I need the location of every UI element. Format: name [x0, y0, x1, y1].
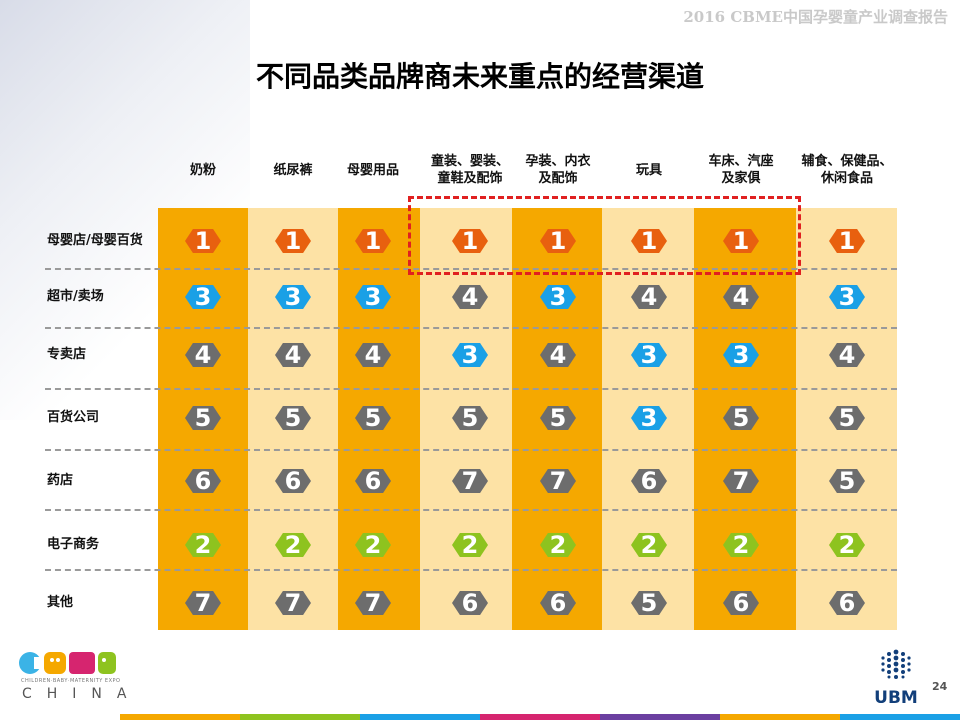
rank-badge: 6	[185, 469, 221, 493]
rank-badge: 6	[829, 591, 865, 615]
rank-badge: 4	[723, 285, 759, 309]
cbme-logo	[18, 648, 118, 682]
row-divider	[45, 509, 897, 511]
rank-badge: 3	[829, 285, 865, 309]
row-label: 母婴店/母婴百货	[47, 233, 143, 248]
rank-badge: 5	[829, 406, 865, 430]
rank-badge: 1	[631, 229, 667, 253]
rank-badge: 7	[185, 591, 221, 615]
rank-badge: 4	[631, 285, 667, 309]
rank-badge: 1	[540, 229, 576, 253]
rank-badge: 4	[275, 343, 311, 367]
rank-badge: 3	[631, 406, 667, 430]
column-header: 母婴用品	[346, 162, 399, 178]
rank-badge: 3	[185, 285, 221, 309]
highlight-box	[408, 196, 801, 275]
rank-badge: 5	[829, 469, 865, 493]
rank-badge: 5	[540, 406, 576, 430]
rank-badge: 5	[275, 406, 311, 430]
rank-badge: 3	[540, 285, 576, 309]
row-label: 专卖店	[47, 347, 87, 362]
rank-badge: 2	[185, 533, 221, 557]
rank-badge: 6	[355, 469, 391, 493]
cbme-logo-country: CHINA	[22, 686, 142, 702]
page-number: 24	[932, 680, 948, 693]
rank-badge: 4	[829, 343, 865, 367]
rank-badge: 5	[185, 406, 221, 430]
column-header: 车床、汽座 及家俱	[708, 154, 774, 186]
row-label: 百货公司	[47, 410, 100, 425]
rank-badge: 6	[631, 469, 667, 493]
rank-badge: 2	[355, 533, 391, 557]
column-header: 玩具	[635, 162, 662, 178]
rank-badge: 6	[540, 591, 576, 615]
row-divider	[45, 327, 897, 329]
row-divider	[45, 449, 897, 451]
rank-badge: 1	[355, 229, 391, 253]
rank-badge: 5	[723, 406, 759, 430]
ubm-logo: UBM	[868, 648, 924, 708]
slide-title: 不同品类品牌商未来重点的经营渠道	[255, 60, 704, 93]
rank-badge: 4	[452, 285, 488, 309]
cbme-logo-subtitle: CHILDREN·BABY·MATERNITY EXPO	[21, 678, 121, 684]
row-divider	[45, 268, 897, 270]
rank-badge: 7	[452, 469, 488, 493]
rank-badge: 6	[452, 591, 488, 615]
rank-badge: 1	[275, 229, 311, 253]
rank-badge: 3	[275, 285, 311, 309]
rank-badge: 4	[185, 343, 221, 367]
rank-badge: 7	[540, 469, 576, 493]
footer-color-bar	[120, 714, 960, 720]
row-label: 其他	[47, 595, 74, 610]
row-label: 超市/卖场	[47, 289, 104, 304]
column-header: 童装、婴装、 童鞋及配饰	[430, 154, 509, 186]
column-header: 纸尿裤	[273, 162, 313, 178]
rank-badge: 5	[452, 406, 488, 430]
report-header: 2016 CBME中国孕婴童产业调查报告	[683, 8, 948, 26]
rank-badge: 6	[723, 591, 759, 615]
rank-badge: 2	[275, 533, 311, 557]
row-divider	[45, 388, 897, 390]
row-label: 电子商务	[47, 537, 100, 552]
rank-badge: 3	[723, 343, 759, 367]
rank-badge: 5	[631, 591, 667, 615]
rank-badge: 7	[355, 591, 391, 615]
column-header: 辅食、保健品、 休闲食品	[801, 154, 893, 186]
rank-badge: 2	[829, 533, 865, 557]
row-divider	[45, 569, 897, 571]
rank-badge: 1	[185, 229, 221, 253]
rank-badge: 1	[829, 229, 865, 253]
ubm-dots-icon	[881, 649, 911, 679]
column-header: 孕装、内衣 及配饰	[525, 154, 591, 186]
ubm-logo-text: UBM	[874, 688, 918, 708]
rank-badge: 4	[355, 343, 391, 367]
rank-badge: 2	[540, 533, 576, 557]
rank-badge: 7	[723, 469, 759, 493]
row-label: 药店	[47, 473, 74, 488]
rank-badge: 3	[452, 343, 488, 367]
rank-badge: 4	[540, 343, 576, 367]
rank-badge: 3	[355, 285, 391, 309]
rank-badge: 1	[452, 229, 488, 253]
rank-badge: 7	[275, 591, 311, 615]
rank-badge: 6	[275, 469, 311, 493]
rank-badge: 2	[723, 533, 759, 557]
rank-badge: 3	[631, 343, 667, 367]
rank-badge: 1	[723, 229, 759, 253]
rank-badge: 2	[452, 533, 488, 557]
rank-badge: 2	[631, 533, 667, 557]
rank-badge: 5	[355, 406, 391, 430]
column-header: 奶粉	[189, 162, 216, 178]
